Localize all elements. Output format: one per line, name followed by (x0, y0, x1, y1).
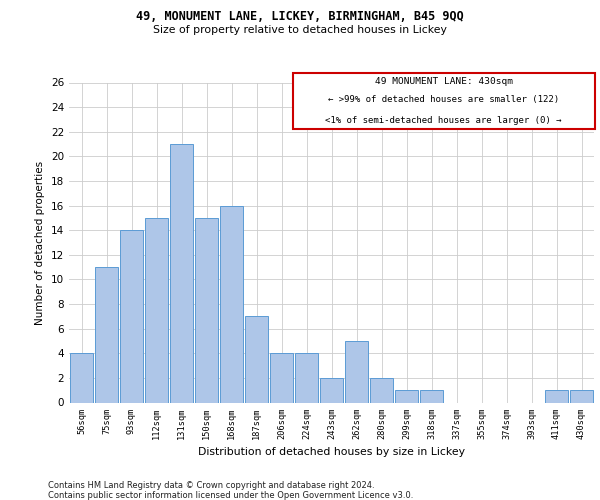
Y-axis label: Number of detached properties: Number of detached properties (35, 160, 46, 324)
Bar (119, 230, 143, 402)
Text: 49, MONUMENT LANE, LICKEY, BIRMINGHAM, B45 9QQ: 49, MONUMENT LANE, LICKEY, BIRMINGHAM, B… (136, 10, 464, 23)
Bar (70, 354, 94, 403)
Bar (419, 390, 443, 402)
Bar (170, 144, 193, 403)
Text: 49 MONUMENT LANE: 430sqm: 49 MONUMENT LANE: 430sqm (374, 77, 512, 86)
Bar (95, 267, 118, 402)
Bar (395, 390, 418, 402)
X-axis label: Distribution of detached houses by size in Lickey: Distribution of detached houses by size … (198, 447, 465, 457)
Bar (344, 341, 368, 402)
Text: ← >99% of detached houses are smaller (122): ← >99% of detached houses are smaller (1… (328, 95, 559, 104)
Bar (569, 390, 593, 402)
Bar (145, 218, 169, 402)
Text: Contains HM Land Registry data © Crown copyright and database right 2024.
Contai: Contains HM Land Registry data © Crown c… (48, 480, 413, 500)
Bar (295, 354, 319, 403)
Text: <1% of semi-detached houses are larger (0) →: <1% of semi-detached houses are larger (… (325, 116, 562, 125)
Bar (245, 316, 268, 402)
Bar (293, 72, 595, 130)
Bar (370, 378, 394, 402)
Bar (194, 218, 218, 402)
Text: Size of property relative to detached houses in Lickey: Size of property relative to detached ho… (153, 25, 447, 35)
Bar (269, 354, 293, 403)
Bar (320, 378, 343, 402)
Bar (220, 206, 244, 402)
Bar (545, 390, 568, 402)
